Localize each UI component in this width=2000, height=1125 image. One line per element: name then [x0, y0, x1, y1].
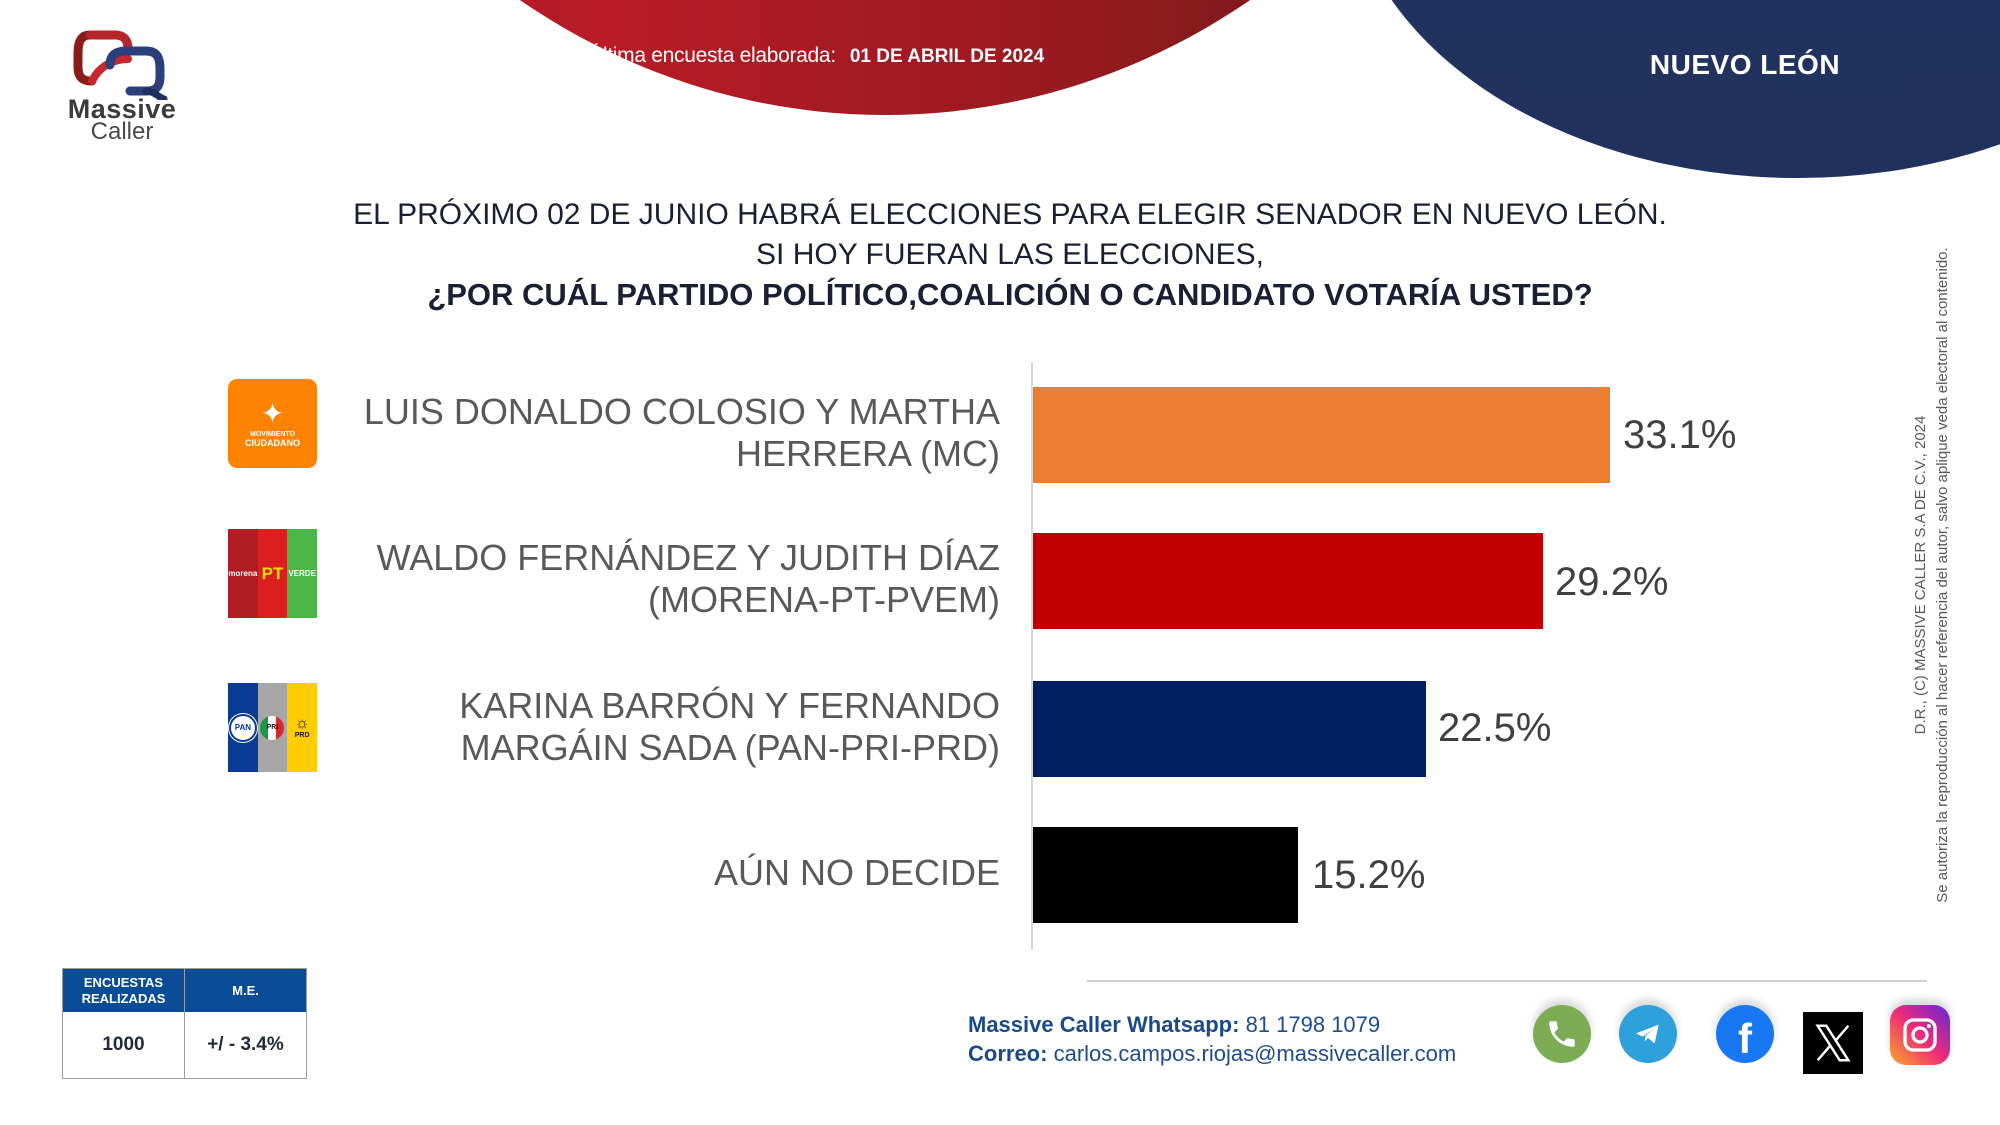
bar-value-label: 15.2%: [1312, 853, 1426, 897]
telegram-icon[interactable]: [1619, 1005, 1677, 1063]
candidate-name-line2: HERRERA (MC): [735, 433, 1000, 474]
copyright-line1: D.R., (C) MASSIVE CALLER S.A DE C.V., 20…: [1912, 415, 1929, 735]
question-line3: ¿POR CUÁL PARTIDO POLÍTICO,COALICIÓN O C…: [427, 277, 1593, 312]
survey-stats-table: ENCUESTAS REALIZADAS M.E. 1000 +/ - 3.4%: [62, 968, 307, 1079]
candidate-name: WALDO FERNÁNDEZ Y JUDITH DÍAZ (MORENA-PT…: [377, 537, 1000, 621]
whatsapp-icon[interactable]: [1533, 1005, 1591, 1063]
mc-logo-text1: MOVIMIENTO: [250, 430, 295, 438]
header-red-banner: [0, 0, 1400, 120]
whatsapp-number[interactable]: 81 1798 1079: [1245, 1012, 1381, 1037]
prd-logo-text: PRD: [294, 732, 310, 739]
bar-pan: [1033, 681, 1426, 777]
copyright-notice: D.R., (C) MASSIVE CALLER S.A DE C.V., 20…: [1910, 215, 1954, 935]
survey-question: EL PRÓXIMO 02 DE JUNIO HABRÁ ELECCIONES …: [250, 195, 1770, 315]
candidate-name-line1: KARINA BARRÓN Y FERNANDO: [459, 685, 1000, 726]
margin-error-header: M.E.: [184, 968, 307, 1012]
bar-value-label: 29.2%: [1555, 560, 1669, 604]
candidate-name-line2: (MORENA-PT-PVEM): [647, 579, 1000, 620]
candidate-name-line2: MARGÁIN SADA (PAN-PRI-PRD): [460, 727, 1000, 768]
chart-axis-line: [1031, 362, 1033, 950]
header-blue-banner: [1300, 0, 2000, 190]
candidate-name-line1: AÚN NO DECIDE: [713, 852, 1000, 893]
pt-stripe: PT: [257, 529, 288, 618]
email-label: Correo:: [968, 1041, 1048, 1066]
candidate-name: AÚN NO DECIDE: [714, 852, 1000, 894]
facebook-icon[interactable]: f: [1716, 1005, 1774, 1063]
footer-divider: [1087, 980, 1927, 982]
logo-name-line2: Caller: [90, 118, 154, 145]
state-title: NUEVO LEÓN: [1649, 49, 1841, 80]
pan-pri-prd-logo: PAN PRI ☼ PRD: [228, 683, 317, 772]
surveys-value: 1000: [62, 1012, 185, 1079]
question-line1: EL PRÓXIMO 02 DE JUNIO HABRÁ ELECCIONES …: [353, 198, 1667, 231]
pan-stripe: PAN: [228, 683, 258, 772]
copyright-line2: Se autoriza la reproducción al hacer ref…: [1934, 247, 1951, 903]
prd-stripe: ☼ PRD: [287, 683, 317, 772]
whatsapp-label: Massive Caller Whatsapp:: [968, 1012, 1240, 1037]
eagle-icon: ✦: [260, 397, 285, 429]
contact-info: Massive Caller Whatsapp: 81 1798 1079 Co…: [968, 1010, 1456, 1068]
verde-stripe: VERDE: [287, 529, 317, 618]
question-line2: SI HOY FUERAN LAS ELECCIONES,: [756, 238, 1264, 271]
candidate-name: KARINA BARRÓN Y FERNANDO MARGÁIN SADA (P…: [459, 685, 1000, 769]
candidate-name: LUIS DONALDO COLOSIO Y MARTHA HERRERA (M…: [364, 391, 1000, 475]
x-twitter-icon[interactable]: [1803, 1012, 1863, 1074]
pan-logo-icon: PAN: [228, 713, 257, 742]
last-survey-label: Última encuesta elaborada:: [588, 44, 836, 67]
bar-mc: [1033, 387, 1610, 483]
movimiento-ciudadano-logo: ✦ MOVIMIENTO CIUDADANO: [228, 379, 317, 468]
margin-error-value: +/ - 3.4%: [184, 1012, 307, 1079]
bar-value-label: 33.1%: [1623, 413, 1737, 457]
sun-icon: ☼: [294, 715, 310, 732]
bar-value-label: 22.5%: [1438, 706, 1552, 750]
bar-undecided: [1033, 827, 1298, 923]
last-survey-date: 01 DE ABRIL DE 2024: [849, 46, 1045, 67]
logo-name-line1: Massive: [67, 94, 177, 124]
candidate-name-line1: WALDO FERNÁNDEZ Y JUDITH DÍAZ: [376, 537, 1000, 578]
massive-caller-logo: [60, 25, 190, 155]
morena-pt-verde-logo: morena PT VERDE: [228, 529, 317, 618]
candidate-name-line1: LUIS DONALDO COLOSIO Y MARTHA: [363, 391, 1000, 432]
bar-morena: [1033, 533, 1543, 629]
surveys-header: ENCUESTAS REALIZADAS: [62, 968, 185, 1012]
pri-logo-icon: PRI: [260, 715, 285, 740]
mc-logo-text2: CIUDADANO: [245, 437, 300, 448]
last-survey-info: Última encuesta elaborada: 01 DE ABRIL DE…: [588, 44, 1044, 68]
pri-stripe: PRI: [257, 683, 288, 772]
morena-stripe: morena: [228, 529, 258, 618]
instagram-icon[interactable]: [1890, 1005, 1950, 1065]
email-link[interactable]: carlos.campos.riojas@massivecaller.com: [1053, 1041, 1457, 1066]
speech-bubbles-icon: [73, 30, 168, 103]
